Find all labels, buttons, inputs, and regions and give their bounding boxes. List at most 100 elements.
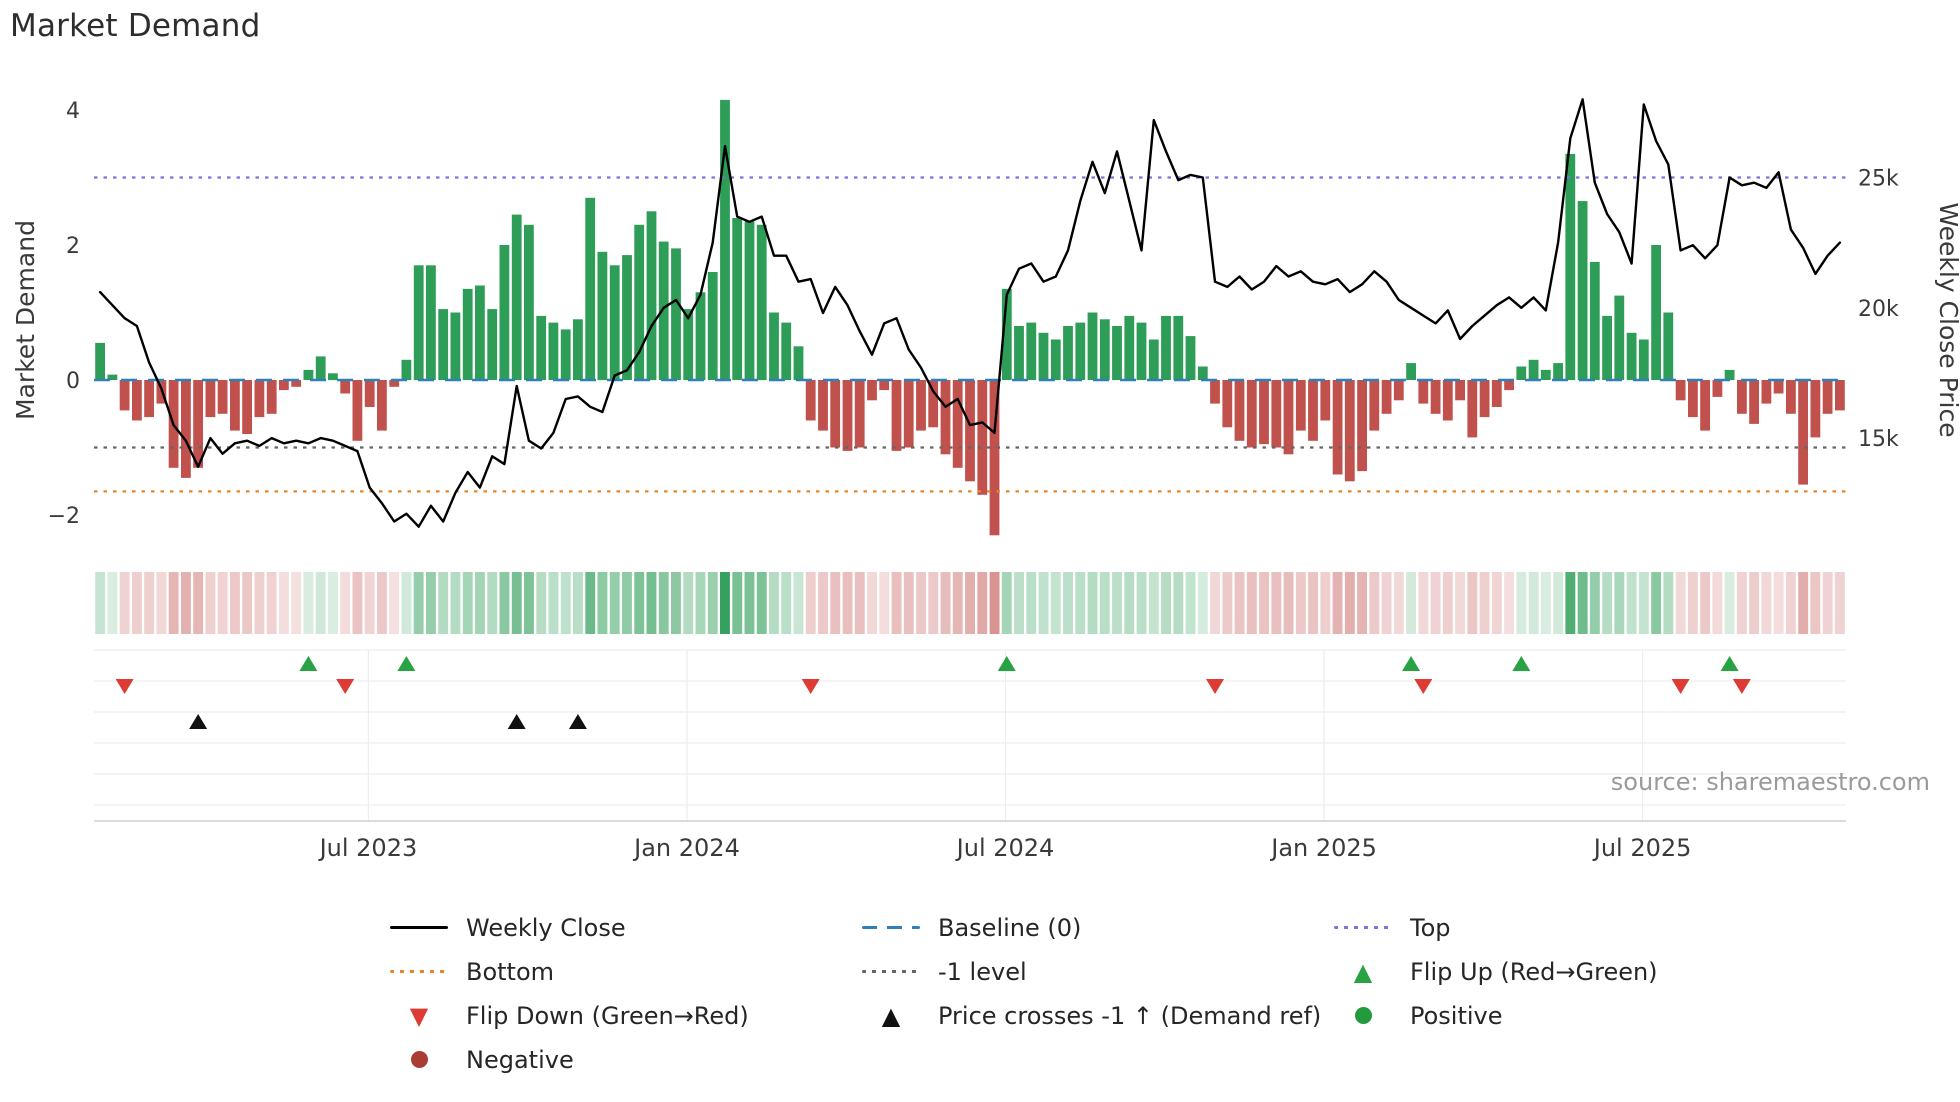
demand-bar — [1050, 339, 1061, 380]
heatmap-cell — [1406, 572, 1416, 634]
legend-item: Bottom — [388, 954, 860, 989]
demand-bar — [1344, 380, 1355, 482]
heatmap-cell — [1026, 572, 1037, 634]
demand-bar — [1393, 380, 1404, 401]
left-axis-tick: 0 — [66, 369, 80, 394]
heatmap-cell — [1246, 572, 1257, 634]
heatmap-cell — [242, 572, 253, 634]
demand-bar — [401, 359, 412, 381]
heatmap-cell — [830, 572, 841, 634]
heatmap-cell — [95, 572, 106, 634]
left-axis-label: Market Demand — [11, 220, 40, 420]
heatmap-cell — [1173, 572, 1184, 634]
demand-bar — [1724, 369, 1735, 380]
heatmap-cell — [965, 572, 975, 634]
legend-line-swatch — [390, 925, 448, 930]
flip-up-marker — [299, 656, 318, 671]
demand-bar — [903, 380, 914, 448]
heatmap-cell — [548, 572, 559, 634]
heatmap-cell — [1455, 572, 1465, 634]
demand-bar — [1773, 380, 1784, 394]
demand-bars — [95, 99, 1845, 536]
heatmap-cell — [1075, 572, 1086, 634]
demand-bar — [1835, 380, 1845, 411]
demand-bar — [1528, 359, 1539, 381]
legend-label: Flip Up (Red→Green) — [1410, 957, 1658, 986]
demand-bar — [928, 380, 939, 428]
demand-bar — [854, 380, 865, 448]
heatmap-cell — [1418, 572, 1429, 634]
heatmap-cell — [1308, 572, 1318, 634]
demand-bar — [940, 380, 951, 455]
demand-bar — [1026, 322, 1037, 380]
demand-bar — [279, 380, 289, 391]
demand-bar — [1688, 380, 1698, 418]
demand-bar — [487, 309, 498, 380]
heatmap-cell — [867, 572, 877, 634]
heatmap-cell — [1479, 572, 1490, 634]
heatmap-cell — [1136, 572, 1147, 634]
heatmap-cell — [1295, 572, 1306, 634]
legend-item: Top — [1332, 910, 1804, 945]
demand-bar — [1406, 363, 1416, 380]
demand-bar — [254, 380, 265, 418]
dot-icon — [1354, 1007, 1372, 1024]
demand-bar — [1185, 336, 1196, 380]
legend-item: Negative — [388, 1042, 860, 1077]
heatmap-cell — [1638, 572, 1649, 634]
heatmap-cell — [438, 572, 449, 634]
demand-bar — [965, 380, 975, 482]
heatmap-cell — [144, 572, 155, 634]
demand-bar — [1295, 380, 1306, 431]
demand-bar — [1626, 332, 1637, 381]
demand-bar — [1099, 319, 1110, 381]
demand-bar — [1283, 380, 1294, 455]
x-axis-tick: Jul 2024 — [955, 834, 1055, 862]
heatmap-cell — [340, 572, 351, 634]
x-axis-tick: Jan 2025 — [1269, 834, 1377, 862]
heatmap-cell — [1357, 572, 1367, 634]
demand-bar — [1197, 366, 1208, 380]
demand-bar — [646, 211, 657, 381]
heatmap-cell — [450, 572, 461, 634]
demand-bar — [1504, 380, 1514, 391]
heatmap-cell — [658, 572, 669, 634]
heatmap-cell — [1798, 572, 1809, 634]
demand-bar — [193, 380, 203, 468]
heatmap-cell — [266, 572, 277, 634]
demand-bar — [707, 272, 718, 380]
heatmap-cell — [230, 572, 240, 634]
heatmap-cell — [1332, 572, 1343, 634]
demand-bar — [242, 380, 252, 434]
heatmap-cell — [585, 572, 596, 634]
heatmap-cell — [1834, 572, 1845, 634]
heatmap-cell — [1320, 572, 1331, 634]
heatmap-cell — [1602, 572, 1613, 634]
demand-bar — [1210, 380, 1220, 404]
demand-bar — [585, 197, 596, 381]
demand-bar — [475, 285, 485, 380]
demand-bar — [1614, 295, 1625, 380]
demand-bar — [303, 369, 314, 380]
left-axis-tick: −2 — [48, 504, 80, 529]
heatmap-cell — [193, 572, 204, 634]
legend-item: ▲ Price crosses -1 ↑ (Demand ref) — [860, 998, 1332, 1033]
heatmap-cell — [818, 572, 828, 634]
heatmap-cell — [1124, 572, 1135, 634]
heatmap-cell — [989, 572, 1000, 634]
left-axis-tick: 4 — [66, 99, 80, 124]
demand-bar — [315, 356, 326, 380]
heatmap-cell — [1442, 572, 1453, 634]
heatmap-cell — [1271, 572, 1282, 634]
demand-bar — [1234, 380, 1245, 441]
demand-bar — [1737, 380, 1747, 414]
x-axis-tick: Jul 2025 — [1592, 834, 1692, 862]
heatmap-cell — [1259, 572, 1269, 634]
heatmap-cell — [499, 572, 510, 634]
heatmap-cell — [1553, 572, 1564, 634]
heatmap-cell — [364, 572, 375, 634]
heatmap-cell — [1687, 572, 1698, 634]
heatmap-cell — [916, 572, 926, 634]
demand-bar — [818, 380, 828, 431]
legend-item: ▲ Flip Up (Red→Green) — [1332, 954, 1804, 989]
